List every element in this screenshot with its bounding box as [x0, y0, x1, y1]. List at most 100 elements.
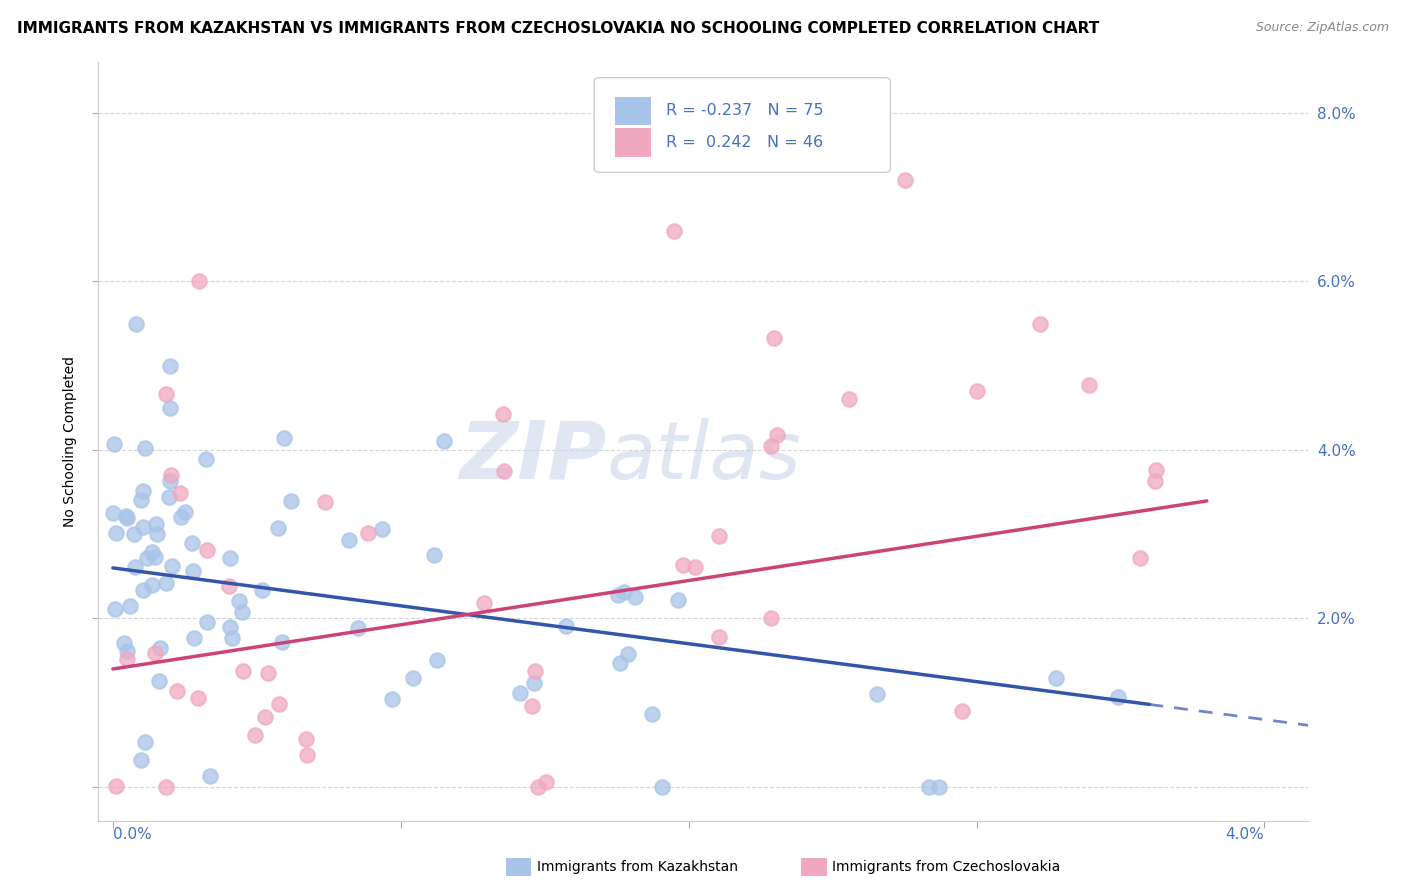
Point: [617, 647, 640, 661]
Text: 4.0%: 4.0%: [1226, 828, 1264, 842]
Point: [132, 520, 155, 534]
Point: [146, 527, 169, 541]
Point: [134, 441, 156, 455]
Text: Immigrants from Kazakhstan: Immigrants from Kazakhstan: [537, 860, 738, 874]
Point: [337, 533, 360, 547]
Point: [762, 331, 785, 345]
Point: [1129, 551, 1152, 566]
Point: [134, 735, 156, 749]
Point: [838, 392, 860, 406]
Point: [183, 631, 205, 645]
Point: [520, 698, 543, 713]
Point: [492, 407, 515, 421]
Point: [269, 697, 291, 711]
Point: [314, 495, 336, 509]
Point: [707, 630, 730, 644]
FancyBboxPatch shape: [614, 128, 651, 157]
Point: [917, 780, 939, 794]
Point: [664, 224, 686, 238]
Point: [188, 275, 211, 289]
Point: [651, 780, 673, 794]
Point: [357, 525, 380, 540]
Point: [129, 753, 152, 767]
Point: [228, 593, 250, 607]
Point: [124, 317, 146, 331]
Point: [155, 387, 177, 401]
Point: [759, 439, 782, 453]
Point: [141, 578, 163, 592]
Point: [401, 671, 423, 685]
Point: [685, 559, 707, 574]
Point: [232, 664, 254, 678]
Point: [122, 527, 145, 541]
Point: [155, 576, 177, 591]
Point: [523, 676, 546, 690]
Point: [672, 558, 695, 572]
Point: [145, 517, 167, 532]
Point: [866, 687, 889, 701]
Point: [115, 511, 138, 525]
Point: [707, 529, 730, 543]
Point: [607, 588, 630, 602]
Point: [195, 543, 218, 558]
Point: [766, 428, 789, 442]
Point: [472, 596, 495, 610]
Point: [381, 691, 404, 706]
Point: [103, 507, 125, 521]
Point: [104, 780, 127, 794]
Point: [668, 593, 690, 607]
Point: [433, 434, 456, 449]
Text: Source: ZipAtlas.com: Source: ZipAtlas.com: [1256, 21, 1389, 34]
Point: [950, 705, 973, 719]
Point: [893, 173, 915, 187]
FancyBboxPatch shape: [614, 96, 651, 126]
Point: [231, 605, 253, 619]
Point: [118, 599, 141, 614]
Point: [149, 641, 172, 656]
Point: [170, 509, 193, 524]
Point: [124, 560, 146, 574]
Point: [527, 780, 550, 794]
Point: [1144, 474, 1167, 488]
Text: 0.0%: 0.0%: [112, 828, 152, 842]
Point: [194, 452, 217, 467]
Point: [135, 551, 157, 566]
Point: [129, 492, 152, 507]
Point: [115, 652, 138, 666]
Point: [112, 636, 135, 650]
Text: ZIP: ZIP: [458, 417, 606, 496]
Point: [166, 684, 188, 698]
FancyBboxPatch shape: [595, 78, 890, 172]
Point: [160, 559, 183, 574]
Point: [155, 780, 177, 794]
Point: [198, 769, 221, 783]
Point: [103, 437, 125, 451]
Text: atlas: atlas: [606, 417, 801, 496]
Text: R = -0.237   N = 75: R = -0.237 N = 75: [665, 103, 823, 119]
Point: [157, 490, 180, 504]
Point: [195, 615, 218, 629]
Point: [492, 464, 515, 478]
Point: [534, 774, 557, 789]
Point: [245, 728, 267, 742]
Point: [221, 632, 243, 646]
Point: [1077, 378, 1099, 392]
Point: [423, 548, 446, 562]
Point: [928, 780, 950, 794]
Point: [181, 564, 204, 578]
Text: IMMIGRANTS FROM KAZAKHSTAN VS IMMIGRANTS FROM CZECHOSLOVAKIA NO SCHOOLING COMPLE: IMMIGRANTS FROM KAZAKHSTAN VS IMMIGRANTS…: [17, 21, 1099, 36]
Point: [141, 544, 163, 558]
Point: [609, 656, 631, 670]
Point: [295, 732, 318, 747]
FancyBboxPatch shape: [506, 858, 531, 876]
Point: [759, 611, 782, 625]
Text: Immigrants from Czechoslovakia: Immigrants from Czechoslovakia: [832, 860, 1060, 874]
Point: [252, 582, 274, 597]
Point: [160, 467, 183, 482]
Point: [271, 635, 294, 649]
Point: [143, 550, 166, 565]
Point: [159, 359, 181, 373]
Point: [613, 584, 636, 599]
Point: [253, 709, 276, 723]
Point: [266, 520, 288, 534]
